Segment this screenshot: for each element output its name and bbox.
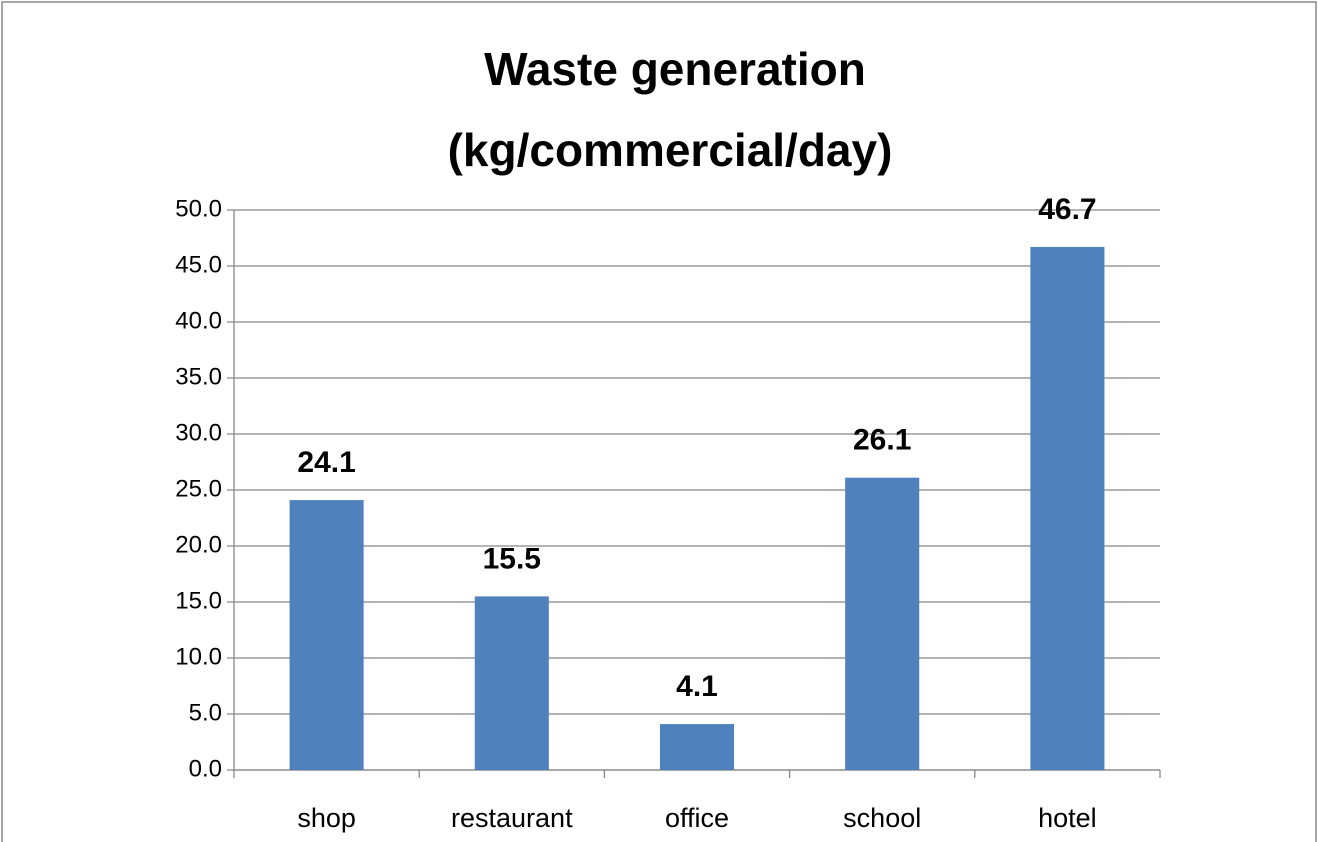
y-tick-label: 5.0 [189,699,222,726]
x-tick-label: school [843,803,921,833]
y-tick-label: 35.0 [175,363,222,390]
bar [289,500,364,770]
bar [1030,246,1105,770]
y-tick-label: 10.0 [175,643,222,670]
y-tick-label: 45.0 [175,251,222,278]
y-tick-label: 40.0 [175,307,222,334]
data-label: 15.5 [483,542,541,575]
data-label: 4.1 [676,670,718,703]
chart-title: Waste generation [484,43,866,95]
y-tick-label: 20.0 [175,531,222,558]
bar [474,596,549,770]
y-tick-label: 0.0 [189,755,222,782]
y-tick-label: 15.0 [175,587,222,614]
y-tick-label: 30.0 [175,419,222,446]
data-label: 46.7 [1038,193,1096,226]
bar [845,477,920,770]
x-tick-label: restaurant [451,803,573,833]
x-tick-label: office [665,803,729,833]
data-label: 24.1 [297,446,355,479]
y-tick-label: 25.0 [175,475,222,502]
bar [659,724,735,770]
chart-title: (kg/commercial/day) [448,124,893,176]
x-tick-label: shop [297,803,356,833]
y-tick-label: 50.0 [175,195,222,222]
x-tick-label: hotel [1038,803,1097,833]
data-label: 26.1 [853,424,911,457]
